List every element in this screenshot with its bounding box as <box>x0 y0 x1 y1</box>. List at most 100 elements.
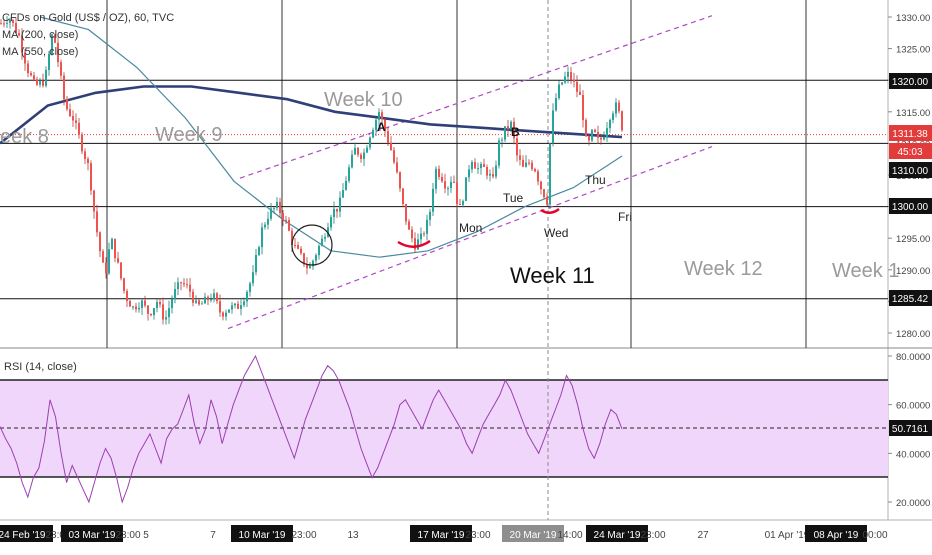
candle-body <box>552 110 554 144</box>
badge-1285-text: 1285.42 <box>892 294 929 305</box>
candle-body <box>36 79 38 85</box>
week9-label: Week 9 <box>155 124 222 146</box>
week11-label: Week 11 <box>510 263 595 288</box>
legend-ma550[interactable]: MA (550, close) <box>2 46 78 58</box>
candle-body <box>420 233 422 240</box>
candle-body <box>54 34 56 43</box>
candle-body <box>615 102 617 114</box>
candle-body <box>444 181 446 189</box>
time-axis-label: 27 <box>697 530 709 541</box>
rsi-line <box>0 354 623 504</box>
candle-body <box>360 154 362 159</box>
candle-body <box>426 219 428 234</box>
time-axis-label: 08 Apr '19 <box>814 530 859 541</box>
candle-body <box>471 161 473 170</box>
price-badges: 1320.00 1311.38 45:03 1310.00 1300.00 12… <box>889 73 932 436</box>
tue-label: Tue <box>503 191 524 205</box>
channel-upper-line[interactable] <box>239 15 713 179</box>
legend-rsi[interactable]: RSI (14, close) <box>4 361 77 373</box>
candle-body <box>51 34 53 54</box>
candle-body <box>198 300 200 305</box>
candle-body <box>204 296 206 304</box>
candle-body <box>315 255 317 261</box>
candle-body <box>336 208 338 212</box>
candle-body <box>450 181 452 189</box>
candle-body <box>270 208 272 219</box>
candle-body <box>264 224 266 228</box>
candle-body <box>501 139 503 141</box>
candle-body <box>324 236 326 239</box>
candle-body <box>531 162 533 170</box>
candle-body <box>75 120 77 123</box>
candle-body <box>462 200 464 205</box>
candle-body <box>99 232 101 252</box>
badge-1300 <box>889 198 932 214</box>
candle-body <box>3 23 5 25</box>
price-axis-bg <box>888 0 932 550</box>
candle-body <box>33 75 35 80</box>
candle-body <box>228 309 230 313</box>
candle-body <box>600 137 602 140</box>
candle-body <box>57 42 59 63</box>
candle-body <box>480 164 482 169</box>
badge-1320-text: 1320.00 <box>892 77 929 88</box>
candle-body <box>117 258 119 263</box>
candle-body <box>579 91 581 95</box>
candle-body <box>474 161 476 169</box>
candle-body <box>414 238 416 250</box>
candle-body <box>180 282 182 284</box>
candle-body <box>528 162 530 164</box>
legend-symbol[interactable]: CFDs on Gold (US$ / OZ), 60, TVC <box>2 12 174 24</box>
legend-ma200[interactable]: MA (200, close) <box>2 29 78 41</box>
time-label-bg <box>61 525 123 542</box>
candle-body <box>357 147 359 155</box>
candle-body <box>165 317 167 320</box>
point-a-label: A <box>377 120 386 134</box>
candle-body <box>606 128 608 137</box>
candle-body <box>15 22 17 33</box>
smile-annotation-mon[interactable] <box>397 239 431 248</box>
price-pane-bg <box>0 0 888 348</box>
time-axis-label: 14:00 <box>557 530 582 541</box>
candle-body <box>294 244 296 246</box>
candle-body <box>252 272 254 284</box>
candle-body <box>156 302 158 309</box>
candle-body <box>303 253 305 265</box>
week8-label: eek 8 <box>0 126 49 148</box>
circle-annotation[interactable] <box>291 224 333 266</box>
price-tick-label: 1325.00 <box>896 45 930 56</box>
candle-body <box>396 162 398 173</box>
week12-label: Week 12 <box>684 258 763 280</box>
candle-body <box>564 76 566 83</box>
trend-channel[interactable] <box>227 15 713 330</box>
candle-body <box>291 230 293 245</box>
time-axis-label: 5 <box>143 530 149 541</box>
candle-body <box>123 278 125 291</box>
candles <box>0 16 623 325</box>
candle-body <box>102 251 104 263</box>
candle-body <box>27 63 29 74</box>
candle-body <box>144 300 146 306</box>
candle-body <box>429 211 431 220</box>
rsi-path <box>0 354 623 504</box>
candle-body <box>126 290 128 301</box>
candle-body <box>546 197 548 205</box>
badge-last <box>889 125 932 141</box>
candle-body <box>114 238 116 259</box>
time-axis-label: 20 Mar '19 <box>510 530 557 541</box>
time-label-bg <box>410 525 472 542</box>
smile-annotation-wed[interactable] <box>540 207 560 214</box>
candle-body <box>108 249 110 274</box>
candle-body <box>213 293 215 300</box>
candle-body <box>516 138 518 156</box>
candle-body <box>384 119 386 132</box>
time-axis-label: 17 Mar '19 <box>418 530 465 541</box>
candle-body <box>465 177 467 201</box>
candle-body <box>6 22 8 24</box>
candle-body <box>492 173 494 177</box>
rsi-axis-ticks[interactable]: 80.0000 60.0000 40.0000 20.0000 <box>888 352 930 509</box>
candle-body <box>456 182 458 204</box>
